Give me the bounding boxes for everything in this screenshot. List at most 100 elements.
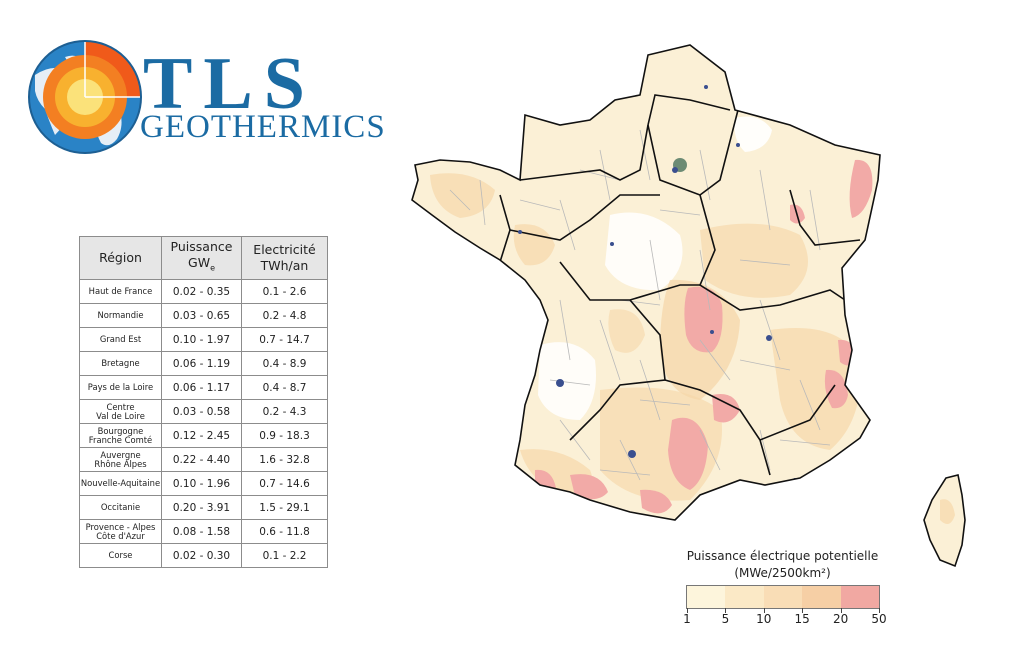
mid-zone-bretagne	[430, 173, 495, 218]
power-unit-subscript: e	[210, 263, 215, 273]
table-row: Haut de France 0.02 - 0.35 0.1 - 2.6	[79, 279, 328, 304]
region-borders	[499, 94, 861, 476]
table-row: Occitanie 0.20 - 3.91 1.5 - 29.1	[79, 495, 328, 520]
legend-swatch	[840, 586, 880, 608]
region-name-line1: Provence - Alpes	[85, 521, 156, 532]
region-name: Grand Est	[79, 327, 162, 352]
low-zone-champagne	[734, 116, 772, 152]
mainland-france	[411, 44, 881, 521]
legend-tick-mark	[763, 608, 765, 613]
table-row: Bretagne 0.06 - 1.19 0.4 - 8.9	[79, 351, 328, 376]
region-name: Normandie	[79, 303, 162, 328]
potential-zones	[430, 85, 873, 514]
legend-swatch	[802, 586, 841, 608]
legend-swatch	[763, 586, 803, 608]
table-row: Provence - Alpes Côte d'Azur 0.08 - 1.58 …	[79, 519, 328, 544]
corsica	[923, 474, 966, 568]
logo-wordmark: TLS	[143, 43, 316, 125]
legend-tick-mark	[802, 608, 804, 613]
legend-tick-label: 1	[683, 612, 691, 626]
urban-paris-core	[672, 167, 678, 173]
power-range: 0.20 - 3.91	[161, 495, 242, 520]
urban-toulouse	[628, 450, 636, 458]
header-region: Région	[79, 236, 162, 280]
logo-subtitle: GEOTHERMICS	[140, 109, 386, 145]
urban-lille	[704, 85, 708, 89]
electricity-range: 0.9 - 18.3	[241, 423, 328, 448]
header-power: Puissance GWe	[161, 236, 242, 280]
mid-zone-limousin	[608, 309, 645, 353]
legend-color-scale	[686, 585, 880, 609]
high-zone-rhone	[712, 394, 740, 423]
region-name: Bourgogne Franche Comté	[79, 423, 162, 448]
electricity-range: 0.4 - 8.7	[241, 375, 328, 400]
header-power-unit: GWe	[162, 255, 241, 277]
electricity-range: 0.1 - 2.6	[241, 279, 328, 304]
table-row: Nouvelle-Aquitaine 0.10 - 1.96 0.7 - 14.…	[79, 471, 328, 496]
electricity-range: 0.2 - 4.8	[241, 303, 328, 328]
region-name: Corse	[79, 543, 162, 568]
table-row: Grand Est 0.10 - 1.97 0.7 - 14.7	[79, 327, 328, 352]
region-name-line2: Val de Loire	[96, 410, 145, 421]
mid-zone-loire	[513, 224, 555, 266]
urban-clermont	[710, 330, 714, 334]
tls-geothermics-logo: TLS GEOTHERMICS	[25, 35, 395, 160]
region-name-line1: Auvergne	[100, 449, 141, 460]
electricity-range: 1.6 - 32.8	[241, 447, 328, 472]
legend-tick-mark	[725, 608, 727, 613]
legend-tick-label: 50	[871, 612, 887, 626]
region-name: Auvergne Rhône Alpes	[79, 447, 162, 472]
region-name: Occitanie	[79, 495, 162, 520]
low-zone-landes	[538, 342, 596, 420]
urban-reims	[736, 143, 740, 147]
table-row: Corse 0.02 - 0.30 0.1 - 2.2	[79, 543, 328, 568]
electricity-range: 0.6 - 11.8	[241, 519, 328, 544]
header-power-label: Puissance	[170, 239, 233, 255]
table-header-row: Région Puissance GWe Electricité TWh/an	[79, 236, 328, 280]
power-range: 0.06 - 1.19	[161, 351, 242, 376]
power-range: 0.08 - 1.58	[161, 519, 242, 544]
power-range: 0.10 - 1.96	[161, 471, 242, 496]
electricity-range: 0.1 - 2.2	[241, 543, 328, 568]
electricity-range: 1.5 - 29.1	[241, 495, 328, 520]
regional-potential-table: Région Puissance GWe Electricité TWh/an …	[79, 236, 328, 568]
urban-nantes	[518, 230, 522, 234]
region-name: Provence - Alpes Côte d'Azur	[79, 519, 162, 544]
header-region-label: Région	[99, 250, 142, 265]
legend-swatch	[687, 586, 726, 608]
legend-tick-mark	[840, 608, 842, 613]
power-range: 0.12 - 2.45	[161, 423, 242, 448]
high-zone-pyrenees-east	[570, 474, 608, 500]
region-name-line1: Centre	[106, 401, 135, 412]
france-geothermal-map	[411, 44, 966, 568]
legend-ticks: 1 5 10 15 20 50	[683, 608, 887, 638]
legend-tick-mark	[879, 608, 880, 613]
region-name: Haut de France	[79, 279, 162, 304]
legend-title-line1: Puissance électrique potentielle	[686, 549, 879, 563]
table-row: Centre Val de Loire 0.03 - 0.58 0.2 - 4.3	[79, 399, 328, 424]
legend-tick-mark	[687, 608, 688, 613]
table-row: Bourgogne Franche Comté 0.12 - 2.45 0.9 -…	[79, 423, 328, 448]
legend-tick-label: 10	[756, 612, 772, 626]
power-range: 0.03 - 0.58	[161, 399, 242, 424]
power-range: 0.02 - 0.30	[161, 543, 242, 568]
power-range: 0.06 - 1.17	[161, 375, 242, 400]
electricity-range: 0.7 - 14.6	[241, 471, 328, 496]
legend-tick-label: 20	[832, 612, 849, 626]
legend-title: Puissance électrique potentielle (MWe/25…	[660, 548, 905, 582]
table-row: Auvergne Rhône Alpes 0.22 - 4.40 1.6 - 32…	[79, 447, 328, 472]
power-range: 0.10 - 1.97	[161, 327, 242, 352]
region-name-line2: Franche Comté	[88, 434, 153, 445]
header-elec-unit: TWh/an	[260, 258, 309, 273]
corsica-mid-zone	[940, 499, 955, 524]
electricity-range: 0.7 - 14.7	[241, 327, 328, 352]
header-elec-label: Electricité	[253, 242, 316, 257]
globe-logo-icon	[28, 40, 142, 154]
region-name: Pays de la Loire	[79, 375, 162, 400]
urban-lyon	[766, 335, 772, 341]
mid-zone-alpes	[770, 328, 861, 450]
high-zone-alsace	[849, 159, 873, 218]
electricity-range: 0.2 - 4.3	[241, 399, 328, 424]
power-range: 0.22 - 4.40	[161, 447, 242, 472]
high-zone-roussillon	[640, 489, 672, 514]
